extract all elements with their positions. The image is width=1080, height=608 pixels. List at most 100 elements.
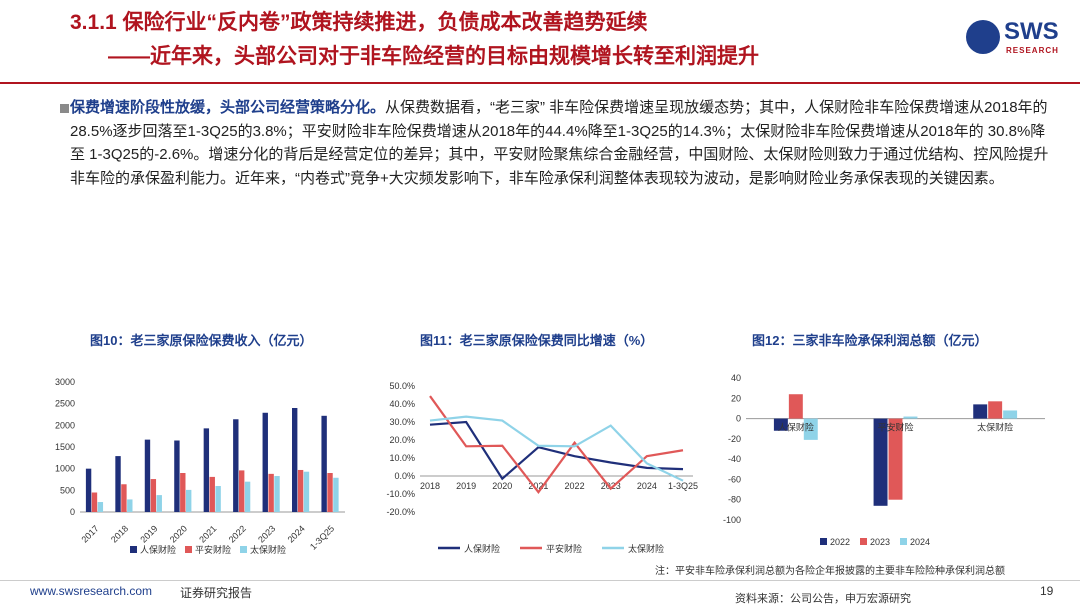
x-tick-label: 2023 xyxy=(601,481,621,491)
bar xyxy=(303,471,310,512)
bar xyxy=(115,456,121,512)
y-tick-label: 10.0% xyxy=(389,453,415,463)
y-tick-label: 1500 xyxy=(55,442,75,452)
y-tick-label: 1000 xyxy=(55,464,75,474)
y-tick-label: -40 xyxy=(728,454,741,464)
y-tick-label: 50.0% xyxy=(389,381,415,391)
legend-label: 太保财险 xyxy=(250,544,286,555)
x-tick-label: 2019 xyxy=(138,523,159,544)
legend-swatch xyxy=(820,538,827,545)
x-tick-label: 2017 xyxy=(79,523,100,544)
x-tick-label: 1-3Q25 xyxy=(308,523,336,551)
bar xyxy=(297,469,304,512)
fig10-chart: 0 500 1000 1500 2000 2500 3000 2017 2018 2019 2020… xyxy=(55,377,345,555)
bar xyxy=(1003,410,1018,419)
x-tick-label: 2021 xyxy=(197,523,218,544)
legend-label: 人保财险 xyxy=(464,543,500,554)
bar xyxy=(327,473,333,512)
y-tick-label: 2500 xyxy=(55,399,75,409)
y-tick-label: -20 xyxy=(728,434,741,444)
body-paragraph: 保费增速阶段性放缓，头部公司经营策略分化。从保费数据看，“老三家” 非车险保费增… xyxy=(70,96,1055,190)
logo-mark-icon xyxy=(966,20,1000,54)
y-tick-label: 3000 xyxy=(55,377,75,387)
legend-label: 2024 xyxy=(910,537,930,547)
bar xyxy=(803,418,818,440)
legend-label: 2022 xyxy=(830,537,850,547)
x-tick-label: 2018 xyxy=(420,481,440,491)
bar xyxy=(903,416,918,419)
bar xyxy=(988,401,1003,419)
bar xyxy=(174,440,180,512)
x-tick-label: 2019 xyxy=(456,481,476,491)
bar xyxy=(209,476,215,512)
bar xyxy=(262,412,268,512)
bar xyxy=(91,492,98,512)
x-tick-label: 2021 xyxy=(528,481,548,491)
fig11-chart: -20.0% -10.0% 0.0% 10.0% 20.0% 30.0% 40.0% 50.0… xyxy=(386,381,698,554)
y-tick-label: 0.0% xyxy=(394,471,415,481)
legend-label: 2023 xyxy=(870,537,890,547)
y-tick-label: -20.0% xyxy=(386,507,415,517)
y-tick-label: 20.0% xyxy=(389,435,415,445)
y-tick-label: 40 xyxy=(731,373,741,383)
bar xyxy=(180,473,186,512)
x-tick-label: 2022 xyxy=(565,481,585,491)
x-tick-label: 1-3Q25 xyxy=(668,481,698,491)
bar xyxy=(203,428,210,512)
fig12-chart: -100 -80 -60 -40 -20 0 20 40 人保财险 平安财险 太保财险 2022 202… xyxy=(723,373,1045,547)
logo-subtext: RESEARCH xyxy=(1006,46,1059,55)
x-tick-label: 人保财险 xyxy=(778,422,814,433)
x-tick-label: 平安财险 xyxy=(877,422,913,433)
bar xyxy=(873,418,888,506)
footer-source: 资料来源：公司公告，申万宏源研究 xyxy=(735,593,911,605)
page-number: 19 xyxy=(1040,584,1054,598)
x-tick-label: 2023 xyxy=(256,523,277,544)
y-tick-label: 40.0% xyxy=(389,399,415,409)
bar xyxy=(150,479,157,512)
footer-label: 证券研究报告 xyxy=(180,586,253,600)
bar xyxy=(773,418,788,431)
bar xyxy=(233,419,239,512)
x-tick-label: 2024 xyxy=(286,523,307,544)
bar xyxy=(973,404,988,419)
bar xyxy=(292,408,298,512)
footer-url-link[interactable]: www.swsresearch.com xyxy=(30,584,153,598)
fig12-title: 图12：三家非车险承保利润总额（亿元） xyxy=(752,333,988,348)
body-lead: 保费增速阶段性放缓，头部公司经营策略分化。 xyxy=(70,99,386,116)
footer-divider xyxy=(0,580,1080,581)
x-tick-label: 2018 xyxy=(109,523,130,544)
series-line xyxy=(429,415,684,482)
fig10-title: 图10：老三家原保险保费收入（亿元） xyxy=(90,333,313,348)
y-tick-label: -100 xyxy=(723,515,741,525)
series-line xyxy=(429,420,684,481)
title-bar: 3.1.1 保险行业“反内卷”政策持续推进，负债成本改善趋势延续 ——近年来，头… xyxy=(0,0,1080,82)
bar xyxy=(239,470,245,512)
bar xyxy=(274,476,280,512)
bar xyxy=(127,499,133,512)
fig11-title: 图11：老三家原保险保费同比增速（%） xyxy=(420,333,654,348)
bar xyxy=(244,481,251,512)
bar xyxy=(97,502,104,512)
x-tick-label: 太保财险 xyxy=(977,422,1013,433)
bar xyxy=(85,468,92,512)
title-divider xyxy=(0,82,1080,84)
y-tick-label: 30.0% xyxy=(389,417,415,427)
y-tick-label: 2000 xyxy=(55,420,75,430)
bullet-icon xyxy=(60,104,69,113)
bar xyxy=(186,489,192,512)
legend-swatch xyxy=(240,546,247,553)
legend-swatch xyxy=(860,538,867,545)
legend-swatch xyxy=(185,546,192,553)
y-tick-label: 0 xyxy=(70,507,75,517)
y-tick-label: 0 xyxy=(736,414,741,424)
x-tick-label: 2020 xyxy=(492,481,512,491)
y-tick-label: 20 xyxy=(731,393,741,403)
legend-label: 太保财险 xyxy=(628,543,664,554)
legend-label: 平安财险 xyxy=(546,543,582,554)
page-subtitle: ——近年来，头部公司对于非车险经营的目标由规模增长转至利润提升 xyxy=(108,45,759,68)
series-line xyxy=(429,395,684,495)
y-tick-label: -10.0% xyxy=(386,489,415,499)
bar xyxy=(888,418,903,500)
x-tick-label: 2020 xyxy=(168,523,189,544)
sws-logo: SWS RESEARCH xyxy=(966,18,1066,62)
